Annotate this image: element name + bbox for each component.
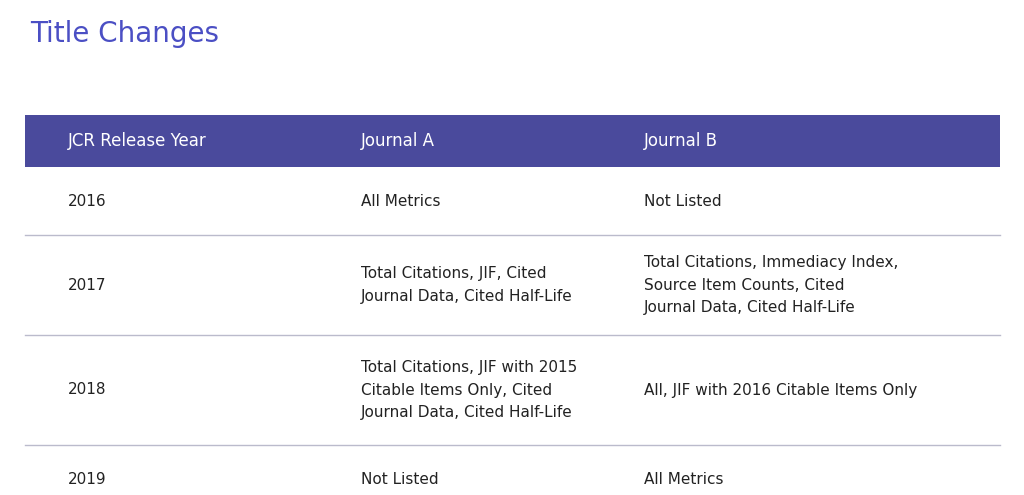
Text: Journal B: Journal B: [643, 132, 718, 150]
Text: 2019: 2019: [69, 472, 106, 487]
Text: Not Listed: Not Listed: [360, 472, 438, 487]
Bar: [25, 445, 1000, 495]
Text: All Metrics: All Metrics: [360, 194, 440, 208]
Bar: [25, 115, 1000, 167]
Text: All, JIF with 2016 Citable Items Only: All, JIF with 2016 Citable Items Only: [643, 383, 916, 397]
Text: All Metrics: All Metrics: [643, 472, 723, 487]
Text: Total Citations, JIF with 2015
Citable Items Only, Cited
Journal Data, Cited Hal: Total Citations, JIF with 2015 Citable I…: [360, 360, 577, 420]
Text: JCR Release Year: JCR Release Year: [69, 132, 207, 150]
Text: Title Changes: Title Changes: [30, 20, 219, 48]
Bar: [25, 167, 1000, 235]
Bar: [25, 235, 1000, 335]
Text: Not Listed: Not Listed: [643, 194, 721, 208]
Text: Journal A: Journal A: [360, 132, 435, 150]
Text: 2016: 2016: [69, 194, 106, 208]
Text: Total Citations, JIF, Cited
Journal Data, Cited Half-Life: Total Citations, JIF, Cited Journal Data…: [360, 266, 572, 303]
Text: 2017: 2017: [69, 278, 106, 293]
Bar: [25, 335, 1000, 445]
Text: 2018: 2018: [69, 383, 106, 397]
Text: Total Citations, Immediacy Index,
Source Item Counts, Cited
Journal Data, Cited : Total Citations, Immediacy Index, Source…: [643, 255, 898, 315]
